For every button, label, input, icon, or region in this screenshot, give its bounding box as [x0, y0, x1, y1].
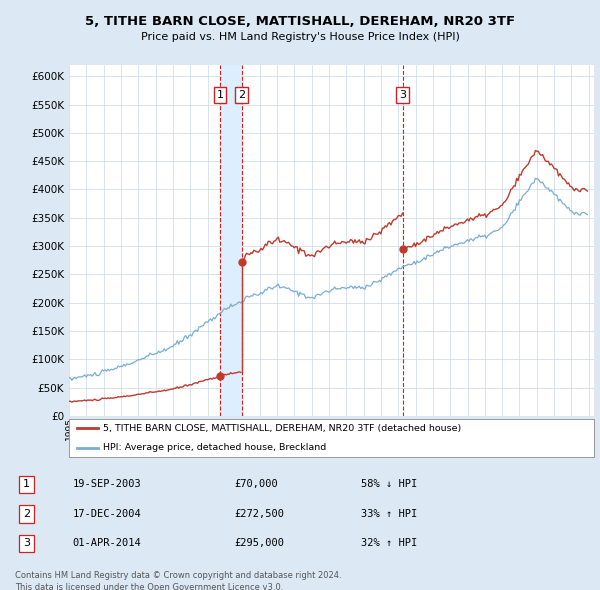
Text: 58% ↓ HPI: 58% ↓ HPI: [361, 480, 417, 489]
Text: 33% ↑ HPI: 33% ↑ HPI: [361, 509, 417, 519]
Text: £295,000: £295,000: [234, 539, 284, 548]
Text: 3: 3: [399, 90, 406, 100]
Text: HPI: Average price, detached house, Breckland: HPI: Average price, detached house, Brec…: [103, 443, 326, 452]
Text: This data is licensed under the Open Government Licence v3.0.: This data is licensed under the Open Gov…: [15, 583, 283, 590]
Text: 1: 1: [23, 480, 30, 489]
Text: 5, TITHE BARN CLOSE, MATTISHALL, DEREHAM, NR20 3TF (detached house): 5, TITHE BARN CLOSE, MATTISHALL, DEREHAM…: [103, 424, 461, 433]
Bar: [220, 65, 242, 416]
Text: Contains HM Land Registry data © Crown copyright and database right 2024.: Contains HM Land Registry data © Crown c…: [15, 571, 341, 580]
Text: 01-APR-2014: 01-APR-2014: [73, 539, 142, 548]
Text: £272,500: £272,500: [234, 509, 284, 519]
Text: 2: 2: [238, 90, 245, 100]
Text: £70,000: £70,000: [234, 480, 278, 489]
Text: 19-SEP-2003: 19-SEP-2003: [73, 480, 142, 489]
Text: 17-DEC-2004: 17-DEC-2004: [73, 509, 142, 519]
Text: 1: 1: [217, 90, 224, 100]
Text: 5, TITHE BARN CLOSE, MATTISHALL, DEREHAM, NR20 3TF: 5, TITHE BARN CLOSE, MATTISHALL, DEREHAM…: [85, 15, 515, 28]
Text: 2: 2: [23, 509, 30, 519]
Text: 32% ↑ HPI: 32% ↑ HPI: [361, 539, 417, 548]
Text: Price paid vs. HM Land Registry's House Price Index (HPI): Price paid vs. HM Land Registry's House …: [140, 32, 460, 42]
Text: 3: 3: [23, 539, 30, 548]
